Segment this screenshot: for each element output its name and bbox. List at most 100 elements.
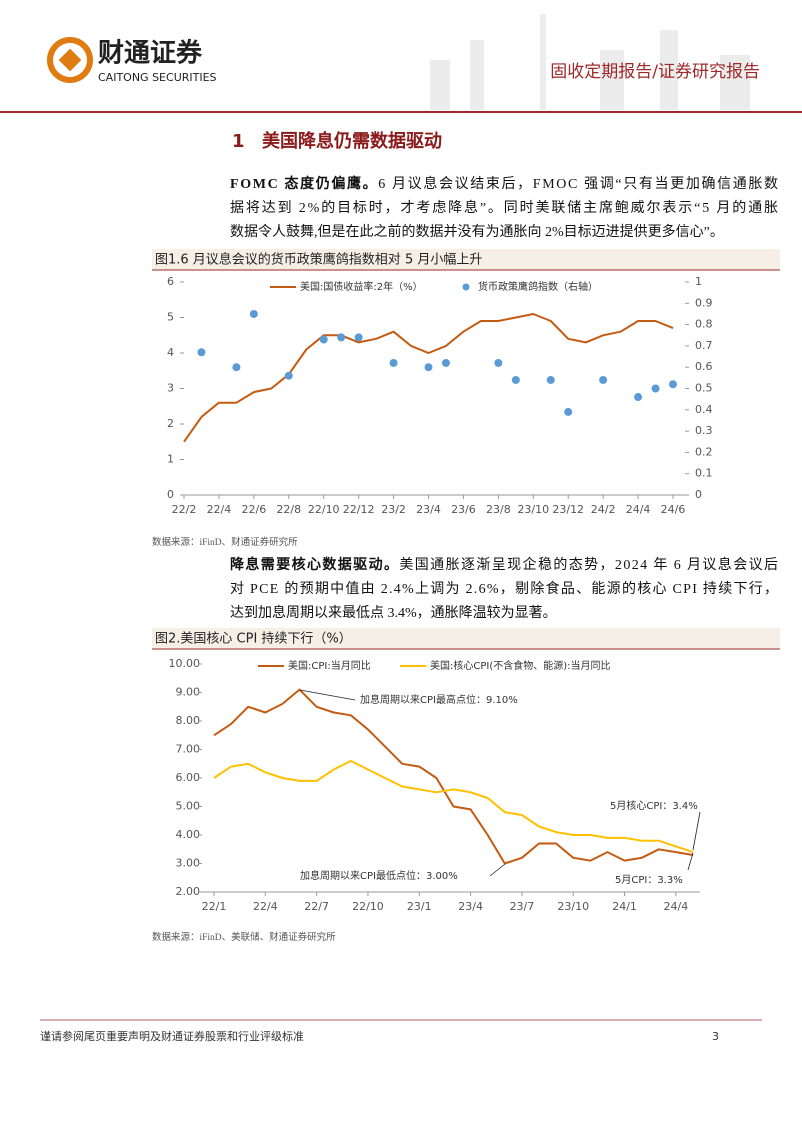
- x-tick-label: 22/12: [343, 503, 375, 516]
- data-dot: [319, 335, 328, 344]
- y2-tick-label: 0.4: [695, 403, 713, 416]
- paragraph-line: 降息需要核心数据驱动。美国通胀逐渐呈现企稳的态势，2024 年 6 月议息会议后: [230, 556, 778, 573]
- report-type: 固收定期报告/证券研究报告: [550, 62, 760, 82]
- figure-title: 图2.美国核心 CPI 持续下行（%）: [155, 632, 352, 647]
- x-tick-label: 23/10: [557, 900, 589, 913]
- logo: [47, 37, 93, 83]
- x-tick-label: 22/10: [352, 900, 384, 913]
- annotation-leader: [489, 863, 506, 877]
- data-dot: [249, 309, 258, 318]
- y-tick-label: 9.00: [176, 686, 201, 699]
- x-tick-label: 23/8: [486, 503, 511, 516]
- page-number: 3: [712, 1030, 719, 1043]
- x-tick-label: 23/4: [458, 900, 483, 913]
- y-tick-label: 2.00: [176, 885, 201, 898]
- annotation: 加息周期以来CPI最低点位：3.00%: [300, 869, 458, 882]
- paragraph-line: 数据令人鼓舞,但是在此之前的数据并没有为通胀向 2%目标迈进提供更多信心”。: [230, 223, 724, 240]
- y-tick-label: 3.00: [176, 857, 201, 870]
- data-dot: [669, 380, 677, 389]
- x-tick-label: 22/6: [242, 503, 267, 516]
- x-tick-label: 23/2: [381, 503, 406, 516]
- x-tick-label: 24/4: [664, 900, 689, 913]
- x-tick-label: 23/12: [552, 503, 584, 516]
- paragraph-line: 达到加息周期以来最低点 3.4%，通胀降温较为显著。: [230, 604, 557, 621]
- paragraph-text: 6 月议息会议结束后，FMOC 强调“只有当更加确信通胀数: [378, 175, 778, 192]
- legend-label: 美国:核心CPI(不含食物、能源):当月同比: [430, 659, 611, 672]
- section-number: 1: [232, 131, 245, 152]
- figure-title-bar: [152, 249, 780, 270]
- data-dot: [599, 375, 608, 384]
- x-tick-label: 22/2: [172, 503, 197, 516]
- figure-title-bar: [152, 628, 780, 649]
- annotation-leader: [692, 811, 701, 851]
- y-tick-label: 5.00: [176, 800, 201, 813]
- data-dot: [564, 407, 573, 416]
- data-dot: [197, 348, 206, 357]
- data-line: [213, 759, 694, 854]
- data-dot: [424, 363, 433, 372]
- x-tick-label: 23/10: [517, 503, 549, 516]
- paragraph-lead: 降息需要核心数据驱动。: [230, 556, 398, 573]
- x-tick-label: 23/4: [416, 503, 441, 516]
- paragraph-text: 据将达到 2%的目标时，才考虑降息”。同时美联储主席鲍威尔表示“5 月的通胀: [230, 199, 778, 216]
- figure-source: 数据来源：iFinD、美联储、财通证券研究所: [152, 931, 336, 943]
- x-tick-label: 24/6: [661, 503, 686, 516]
- data-dot: [337, 333, 346, 342]
- x-tick-label: 22/1: [202, 900, 227, 913]
- data-dot: [354, 333, 363, 342]
- y2-tick-label: 0.5: [695, 382, 713, 395]
- legend-swatch: [462, 283, 470, 291]
- annotation-leader: [299, 689, 356, 701]
- paragraph-text: 美国通胀逐渐呈现企稳的态势，2024 年 6 月议息会议后: [399, 556, 778, 573]
- y2-tick-label: 1: [695, 275, 702, 288]
- data-line: [213, 688, 694, 865]
- data-dot: [511, 375, 520, 384]
- y-tick-label: 0: [167, 488, 174, 501]
- skyline: [430, 14, 750, 110]
- paragraph-lead: FOMC 态度仍偏鹰。: [230, 175, 377, 192]
- legend-label: 货币政策鹰鸽指数（右轴）: [478, 280, 598, 293]
- y2-tick-label: 0.3: [695, 424, 713, 437]
- section-title: 美国降息仍需数据驱动: [262, 130, 442, 152]
- paragraph-text: 达到加息周期以来最低点 3.4%，通胀降温较为显著。: [230, 604, 557, 621]
- y-tick-label: 2: [167, 417, 174, 430]
- x-tick-label: 22/4: [253, 900, 278, 913]
- data-dot: [232, 363, 241, 372]
- x-tick-label: 22/8: [276, 503, 301, 516]
- x-tick-label: 22/7: [304, 900, 329, 913]
- y-tick-label: 4.00: [176, 828, 201, 841]
- data-line: [183, 313, 674, 443]
- legend-label: 美国:国债收益率:2年（%）: [300, 280, 423, 293]
- x-tick-label: 24/2: [591, 503, 616, 516]
- data-dot: [651, 384, 660, 393]
- paragraph-line: 对 PCE 的预期中值由 2.4%上调为 2.6%，剔除食品、能源的核心 CPI…: [230, 580, 778, 597]
- y2-tick-label: 0.2: [695, 445, 713, 458]
- data-dot: [389, 358, 398, 367]
- logo-cn: 财通证券: [98, 39, 203, 69]
- figure-source: 数据来源：iFinD、财通证券研究所: [152, 536, 298, 548]
- x-tick-label: 24/4: [626, 503, 651, 516]
- x-tick-label: 23/1: [407, 900, 432, 913]
- paragraph-line: FOMC 态度仍偏鹰。 6 月议息会议结束后，FMOC 强调“只有当更加确信通胀数: [230, 175, 778, 192]
- footer-disclaimer: 谨请参阅尾页重要声明及财通证券股票和行业评级标准: [40, 1029, 304, 1043]
- annotation: 5月核心CPI：3.4%: [610, 799, 698, 812]
- y2-tick-label: 0.1: [695, 467, 713, 480]
- annotation: 加息周期以来CPI最高点位：9.10%: [360, 693, 518, 706]
- figure-title: 图1.6 月议息会议的货币政策鹰鸽指数相对 5 月小幅上升: [155, 252, 482, 268]
- data-dot: [441, 358, 450, 367]
- data-dot: [634, 393, 643, 402]
- logo-en: CAITONG SECURITIES: [98, 71, 217, 84]
- x-tick-label: 22/4: [207, 503, 232, 516]
- legend-label: 美国:CPI:当月同比: [288, 659, 371, 672]
- y2-tick-label: 0.9: [695, 296, 713, 309]
- y-tick-label: 7.00: [176, 743, 201, 756]
- annotation: 5月CPI：3.3%: [615, 874, 683, 886]
- paragraph-text: 对 PCE 的预期中值由 2.4%上调为 2.6%，剔除食品、能源的核心 CPI…: [230, 580, 778, 597]
- x-tick-label: 23/6: [451, 503, 476, 516]
- x-tick-label: 22/10: [308, 503, 340, 516]
- y-tick-label: 6.00: [176, 771, 201, 784]
- y-tick-label: 10.00: [169, 657, 201, 670]
- x-tick-label: 23/7: [510, 900, 535, 913]
